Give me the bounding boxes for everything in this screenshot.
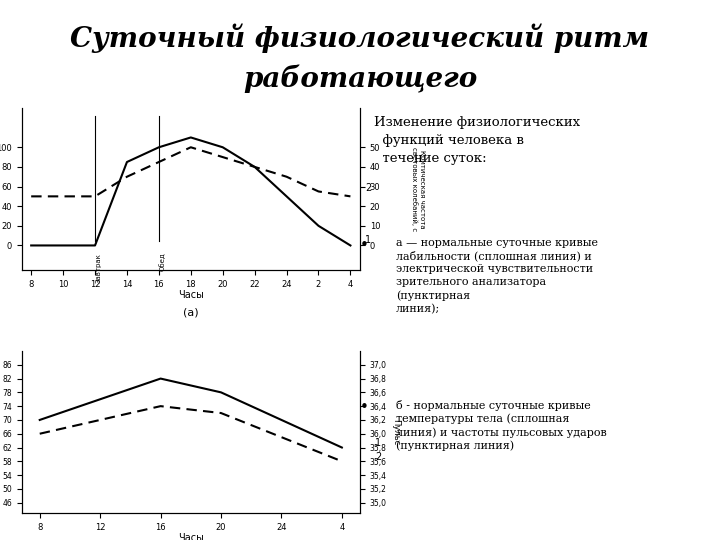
Text: 2: 2 [375, 451, 382, 462]
Text: (а): (а) [183, 307, 199, 318]
Text: •: • [360, 400, 369, 415]
Y-axis label: Пульс: Пульс [392, 419, 400, 445]
Text: б - нормальные суточные кривые
температуры тела (сплошная
линия) и частоты пульс: б - нормальные суточные кривые температу… [396, 400, 607, 451]
Text: 2: 2 [365, 184, 371, 193]
Text: Завтрак: Завтрак [96, 253, 102, 283]
Text: Обед: Обед [159, 253, 166, 272]
Text: Суточный физиологический ритм: Суточный физиологический ритм [71, 23, 649, 52]
Text: а — нормальные суточные кривые
лабильности (сплошная линия) и
электрической чувс: а — нормальные суточные кривые лабильнос… [396, 238, 598, 314]
X-axis label: Часы: Часы [178, 533, 204, 540]
Text: работающего: работающего [243, 64, 477, 92]
Y-axis label: Критическая частота
световых колебаний, с: Критическая частота световых колебаний, … [411, 147, 425, 231]
X-axis label: Часы: Часы [178, 290, 204, 300]
Text: 1: 1 [375, 438, 381, 448]
Text: •: • [360, 238, 369, 253]
Text: Изменение физиологических
  функций человека в
  течение суток:: Изменение физиологических функций челове… [374, 116, 580, 165]
Text: 1: 1 [365, 235, 371, 245]
